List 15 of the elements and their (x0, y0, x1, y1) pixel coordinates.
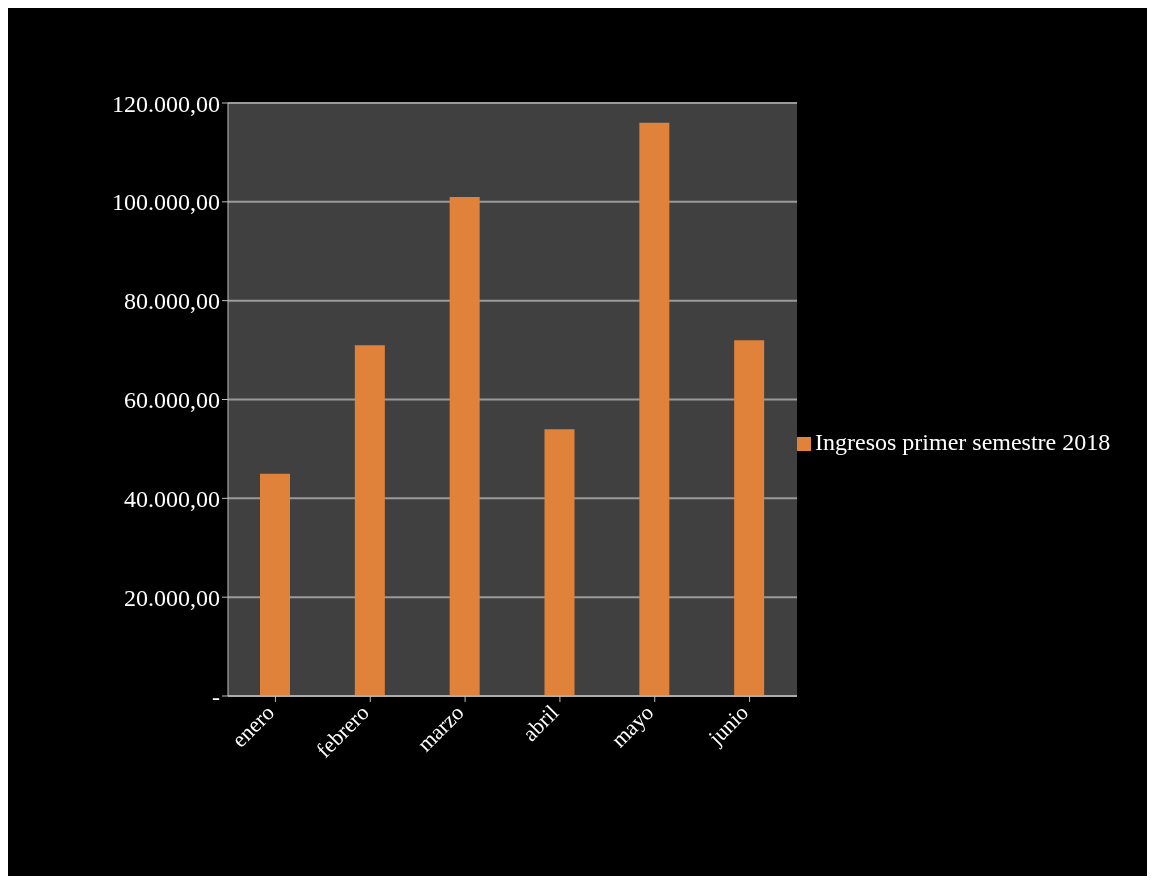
bar (354, 345, 385, 696)
y-tick-label: - (212, 683, 220, 710)
y-tick-label: 120.000,00 (112, 90, 220, 117)
y-tick-label: 100.000,00 (112, 189, 220, 216)
y-tick-label: 20.000,00 (124, 584, 220, 611)
y-tick-label: 60.000,00 (124, 387, 220, 414)
bar (260, 473, 290, 696)
legend-label: Ingresos primer semestre 2018 (815, 429, 1111, 455)
bar (544, 429, 575, 696)
y-tick-label: 80.000,00 (124, 288, 220, 315)
bar (734, 340, 765, 696)
bar (639, 122, 670, 696)
y-tick-label: 40.000,00 (124, 485, 220, 512)
x-tick-label: abril (517, 699, 564, 747)
bar (449, 196, 480, 696)
